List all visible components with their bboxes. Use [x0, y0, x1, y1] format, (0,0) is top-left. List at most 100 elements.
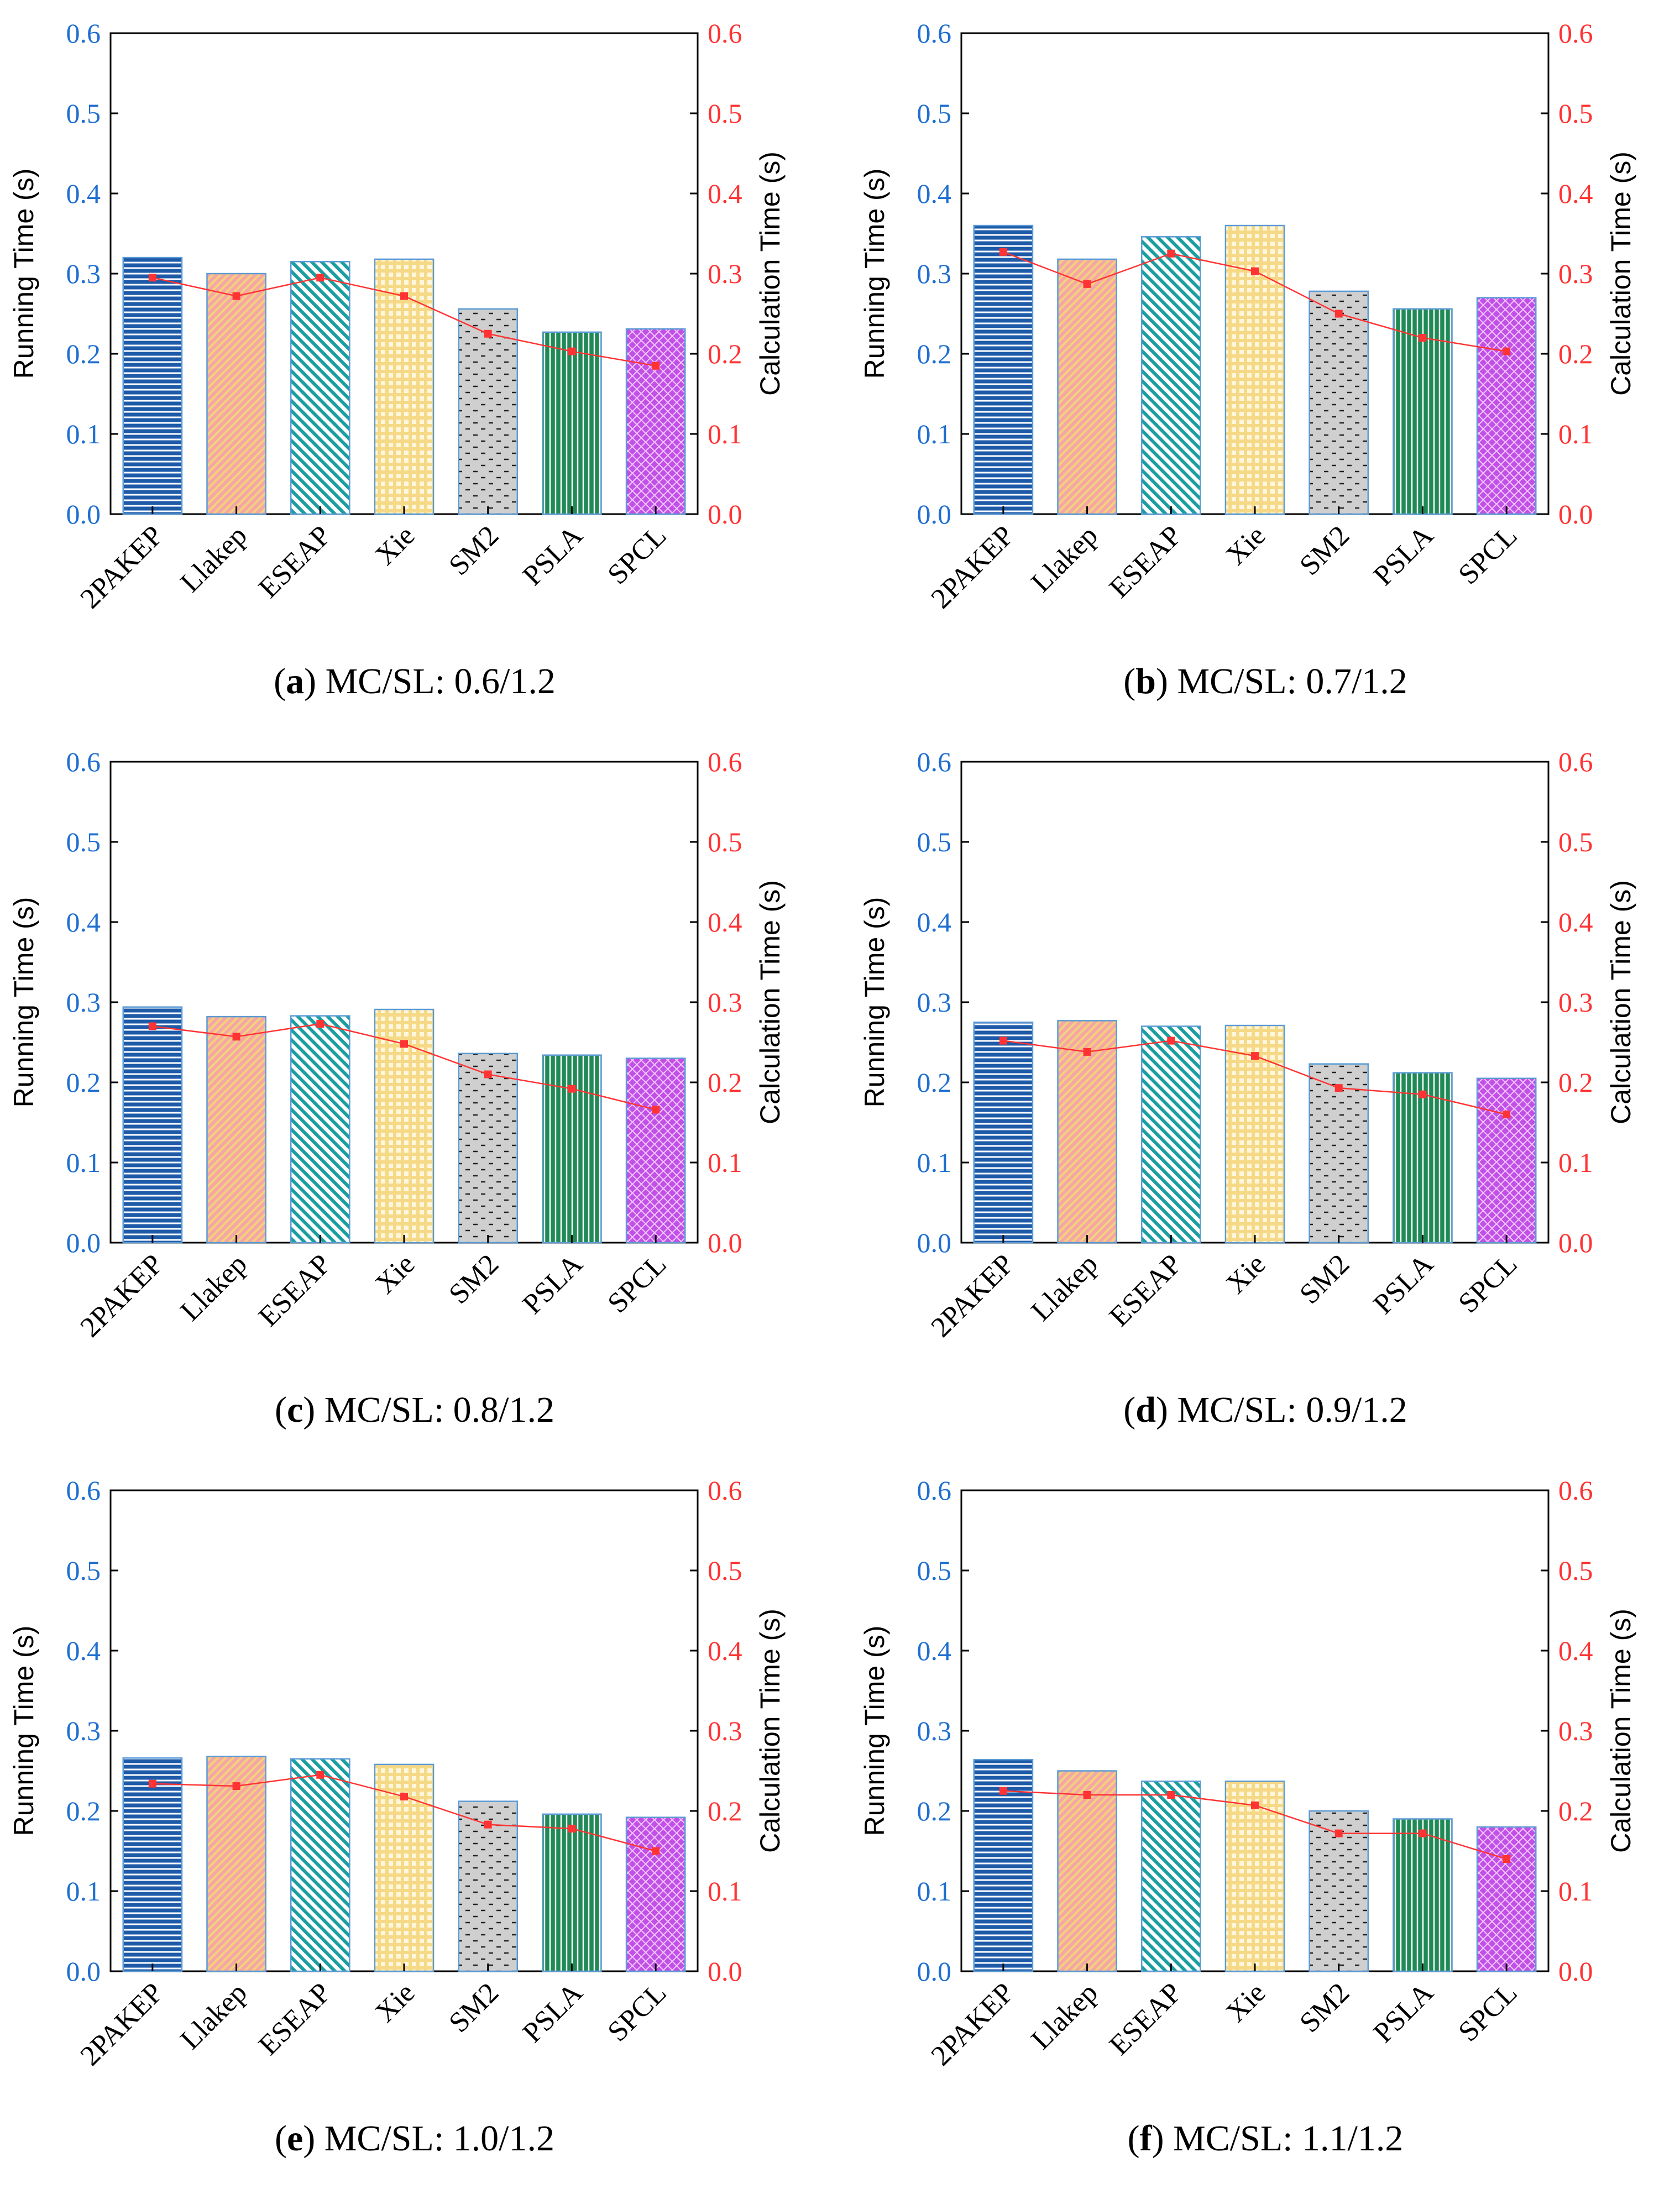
- caption-c: (c) MC/SL: 0.8/1.2: [274, 1390, 554, 1430]
- y-tick-label: 0.0: [66, 1956, 101, 1987]
- calc-time-point: [232, 1033, 240, 1041]
- bar: [1057, 1020, 1117, 1244]
- bar: [1309, 1810, 1369, 1972]
- y-tick-label: 0.1: [66, 418, 101, 449]
- y2-tick-label: 0.6: [1558, 18, 1593, 49]
- caption-label: e: [286, 2118, 303, 2159]
- calc-time-point: [316, 274, 325, 282]
- y-axis-label: Running Time (s): [8, 169, 39, 379]
- calc-time-point: [568, 1085, 576, 1093]
- y2-tick-label: 0.4: [708, 1635, 742, 1666]
- x-tick-label: 2PAKEP: [75, 520, 170, 615]
- y-tick-label: 0.4: [66, 1635, 101, 1666]
- bar: [1393, 1072, 1453, 1244]
- calc-time-point: [1419, 1829, 1427, 1837]
- x-tick-label: SM2: [443, 1977, 505, 2039]
- calc-time-point: [652, 1106, 660, 1114]
- calc-time-point: [1083, 1048, 1091, 1056]
- bar: [374, 258, 435, 515]
- y-tick-label: 0.5: [66, 1555, 101, 1586]
- x-tick-label: PSLA: [517, 1977, 589, 2049]
- y-tick-label: 0.6: [66, 18, 101, 49]
- y-tick-label: 0.5: [66, 98, 101, 129]
- y-axis-label: Running Time (s): [859, 1626, 890, 1836]
- chart-a: 0.0 0.0 0.1 0.1 0.2 0.2 0.3 0.3 0.4 0.4 0.5 0.5 0.6 0…: [8, 18, 786, 615]
- x-tick-label: SM2: [1294, 520, 1355, 582]
- bar: [625, 1816, 686, 1972]
- chart-panel-a: 0.0 0.0 0.1 0.1 0.2 0.2 0.3 0.3 0.4 0.4 0.5 0.5 0.6 0…: [0, 0, 829, 719]
- x-tick-label: Llakep: [1025, 1977, 1104, 2055]
- x-tick-label: 2PAKEP: [925, 1248, 1020, 1343]
- chart-b: 0.0 0.0 0.1 0.1 0.2 0.2 0.3 0.3 0.4 0.4 0.5 0.5 0.6 0…: [859, 18, 1636, 615]
- calc-time-point: [1503, 1855, 1511, 1863]
- y-tick-label: 0.4: [66, 907, 101, 938]
- bar: [1393, 308, 1453, 515]
- caption-a: (a) MC/SL: 0.6/1.2: [274, 661, 556, 701]
- bar: [458, 1800, 519, 1972]
- x-tick-label: ESEAP: [253, 520, 337, 604]
- calc-time-point: [568, 347, 576, 355]
- x-tick-label: SPCL: [1452, 520, 1523, 590]
- x-tick-label: PSLA: [1368, 1248, 1440, 1321]
- y-tick-label: 0.3: [917, 987, 952, 1018]
- y-tick-label: 0.2: [917, 1067, 952, 1098]
- y2-tick-label: 0.5: [708, 1555, 742, 1586]
- calc-time-point: [1251, 267, 1259, 275]
- y-tick-label: 0.5: [917, 826, 952, 857]
- y-tick-label: 0.0: [917, 1227, 952, 1258]
- x-tick-label: 2PAKEP: [75, 1248, 170, 1343]
- y2-tick-label: 0.5: [708, 98, 742, 129]
- y2-tick-label: 0.2: [708, 1795, 742, 1826]
- calc-time-point: [652, 362, 660, 370]
- x-tick-label: Llakep: [175, 1248, 253, 1327]
- calc-time-point: [1334, 1084, 1343, 1092]
- calc-time-point: [400, 292, 408, 300]
- y2-tick-label: 0.6: [708, 18, 742, 49]
- y-tick-label: 0.6: [917, 1475, 952, 1506]
- y-axis-label: Running Time (s): [859, 169, 890, 379]
- bar: [1140, 1025, 1201, 1244]
- y2-tick-label: 0.2: [1558, 1067, 1593, 1098]
- x-tick-label: PSLA: [1368, 520, 1440, 592]
- y-axis-label: Running Time (s): [8, 897, 39, 1108]
- caption-text: MC/SL: 0.8/1.2: [324, 1390, 554, 1430]
- caption-label: f: [1139, 2118, 1152, 2159]
- y2-tick-label: 0.0: [708, 1227, 742, 1258]
- chart-d: 0.0 0.0 0.1 0.1 0.2 0.2 0.3 0.3 0.4 0.4 0.5 0.5 0.6 0…: [859, 746, 1636, 1343]
- calc-time-point: [1167, 249, 1175, 258]
- calc-time-point: [999, 248, 1007, 256]
- y2-tick-label: 0.1: [708, 1147, 742, 1178]
- y2-tick-label: 0.0: [708, 1956, 742, 1987]
- x-tick-label: Xie: [369, 520, 421, 571]
- bar: [973, 1022, 1034, 1244]
- chart-f: 0.0 0.0 0.1 0.1 0.2 0.2 0.3 0.3 0.4 0.4 0.5 0.5 0.6 0…: [859, 1475, 1636, 2072]
- x-tick-label: SPCL: [601, 1977, 672, 2048]
- chart-panel-b: 0.0 0.0 0.1 0.1 0.2 0.2 0.3 0.3 0.4 0.4 0.5 0.5 0.6 0…: [851, 0, 1680, 719]
- x-tick-label: ESEAP: [1103, 1248, 1188, 1333]
- y2-tick-label: 0.6: [708, 746, 742, 777]
- x-tick-label: ESEAP: [1103, 1977, 1188, 2061]
- caption-label: a: [286, 661, 305, 701]
- x-tick-label: SM2: [443, 1248, 505, 1310]
- bar: [1476, 1077, 1537, 1244]
- y-tick-label: 0.1: [66, 1876, 101, 1907]
- y-tick-label: 0.4: [917, 1635, 952, 1666]
- x-tick-label: SPCL: [1452, 1977, 1523, 2048]
- y2-tick-label: 0.3: [708, 1715, 742, 1746]
- caption-text: MC/SL: 1.1/1.2: [1173, 2118, 1404, 2159]
- caption-text: MC/SL: 0.6/1.2: [325, 661, 556, 701]
- y2-tick-label: 0.0: [1558, 499, 1593, 530]
- x-tick-label: SPCL: [601, 520, 672, 590]
- y-tick-label: 0.4: [66, 178, 101, 209]
- calc-time-point: [1167, 1791, 1175, 1799]
- y-tick-label: 0.0: [66, 499, 101, 530]
- y-tick-label: 0.3: [66, 987, 101, 1018]
- y2-tick-label: 0.5: [1558, 826, 1593, 857]
- y-tick-label: 0.3: [66, 1715, 101, 1746]
- y2-tick-label: 0.2: [708, 338, 742, 369]
- y2-tick-label: 0.4: [1558, 907, 1593, 938]
- x-tick-label: 2PAKEP: [75, 1977, 170, 2072]
- y2-tick-label: 0.6: [1558, 1475, 1593, 1506]
- y2-tick-label: 0.3: [1558, 1715, 1593, 1746]
- y2-tick-label: 0.6: [1558, 746, 1593, 777]
